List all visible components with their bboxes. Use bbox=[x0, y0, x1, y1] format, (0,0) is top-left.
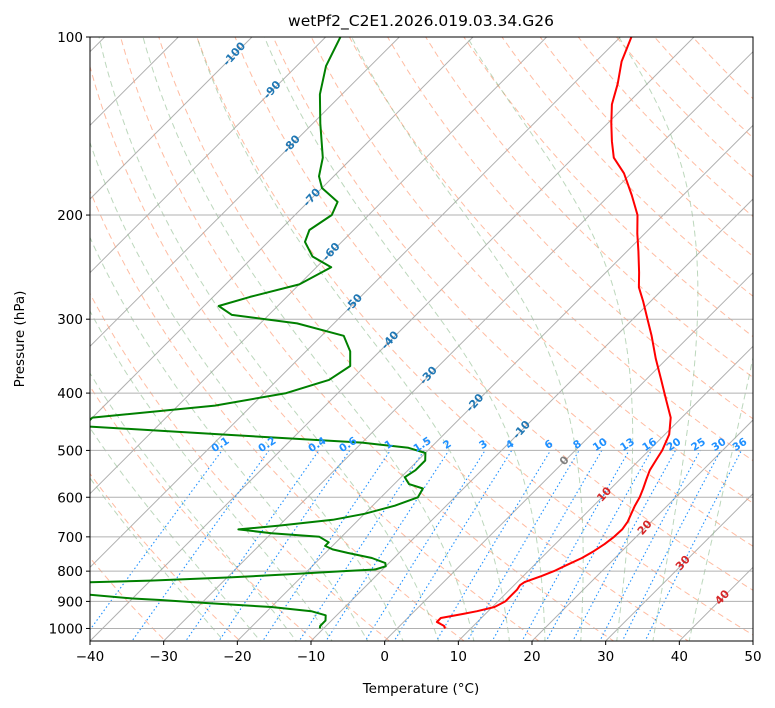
x-tick-label: −30 bbox=[149, 649, 178, 665]
dry-adiabat-line bbox=[234, 37, 753, 591]
isotherm-line bbox=[457, 345, 753, 641]
isotherm-line bbox=[604, 492, 753, 641]
isotherm-line bbox=[236, 124, 753, 641]
dry-adiabat-line bbox=[90, 64, 540, 641]
dry-adiabat-line bbox=[577, 37, 753, 218]
dry-adiabat-line bbox=[425, 37, 753, 379]
plot-area bbox=[90, 37, 753, 641]
dewpoint-profile bbox=[90, 37, 427, 629]
isotherm-line bbox=[90, 37, 253, 200]
x-tick-label: −40 bbox=[76, 649, 105, 665]
isotherm-line bbox=[90, 37, 327, 274]
dry-adiabat-line bbox=[348, 37, 753, 462]
y-tick-label: 500 bbox=[57, 443, 83, 459]
temperature-profile bbox=[435, 37, 672, 629]
x-tick-label: 0 bbox=[380, 649, 389, 665]
dry-adiabat-line bbox=[90, 189, 465, 641]
chart-title: wetPf2_C2E1.2026.019.03.34.G26 bbox=[288, 12, 554, 31]
reference-lines bbox=[90, 37, 753, 641]
isotherm-line bbox=[90, 37, 474, 421]
x-tick-label: −20 bbox=[223, 649, 252, 665]
moist-adiabat-line bbox=[688, 355, 753, 641]
x-tick-label: 30 bbox=[597, 649, 614, 665]
dry-adiabat-line bbox=[539, 37, 753, 257]
isotherm-line bbox=[531, 419, 753, 641]
y-tick-label: 700 bbox=[57, 530, 83, 546]
isotherm-line bbox=[383, 271, 753, 641]
isotherm-line bbox=[90, 37, 695, 641]
x-tick-label: 50 bbox=[744, 649, 761, 665]
x-tick-label: −10 bbox=[297, 649, 326, 665]
isotherm-line bbox=[90, 37, 548, 495]
dry-adiabat-line bbox=[463, 37, 753, 338]
moist-adiabat-line bbox=[142, 37, 475, 641]
dry-adiabat-line bbox=[90, 472, 241, 641]
y-tick-label: 400 bbox=[57, 386, 83, 402]
x-tick-label: 20 bbox=[523, 649, 540, 665]
moist-adiabat-line bbox=[98, 37, 440, 641]
dry-adiabat-line bbox=[387, 37, 753, 420]
y-axis-label: Pressure (hPa) bbox=[12, 291, 28, 388]
y-tick-label: 1000 bbox=[49, 621, 83, 637]
x-tick-label: 40 bbox=[671, 649, 688, 665]
isotherm-line bbox=[310, 198, 753, 641]
dry-adiabat-line bbox=[196, 37, 753, 636]
moist-adiabat-line bbox=[618, 37, 699, 641]
plot-frame bbox=[89, 36, 754, 642]
y-tick-label: 100 bbox=[57, 30, 83, 46]
x-axis-label: Temperature (°C) bbox=[362, 681, 480, 697]
dry-adiabat-line bbox=[501, 37, 753, 297]
y-tick-label: 300 bbox=[57, 312, 83, 328]
dry-adiabat-line bbox=[272, 37, 753, 547]
sounding-profiles bbox=[90, 37, 672, 629]
x-tick-label: 10 bbox=[450, 649, 467, 665]
moist-adiabat-line bbox=[466, 37, 634, 641]
dry-adiabat-line bbox=[90, 292, 391, 641]
y-tick-label: 900 bbox=[57, 594, 83, 610]
moist-adiabat-line bbox=[263, 37, 546, 641]
y-tick-label: 600 bbox=[57, 490, 83, 506]
y-tick-label: 200 bbox=[57, 208, 83, 224]
dry-adiabat-line bbox=[120, 37, 615, 641]
isotherm-line bbox=[90, 37, 180, 127]
y-tick-label: 800 bbox=[57, 564, 83, 580]
